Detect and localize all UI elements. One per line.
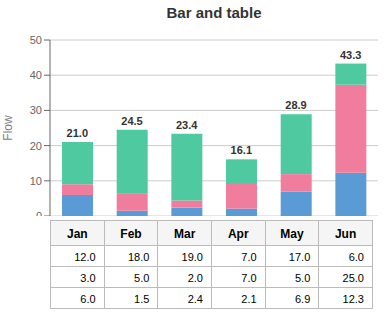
svg-text:10: 10 [30, 175, 42, 187]
html-text:7.0: 7.0 [241, 272, 257, 284]
html-text:7.0: 7.0 [241, 251, 257, 263]
html-text:19.0: 19.0 [181, 251, 203, 263]
svg-text:23.4: 23.4 [176, 119, 198, 131]
html-text:Bar and table: Bar and table [166, 4, 262, 21]
html-text:Feb: Feb [120, 227, 142, 241]
html-text:2.1: 2.1 [241, 293, 257, 305]
svg-text:30: 30 [30, 104, 42, 116]
svg-text:40: 40 [30, 69, 42, 81]
html-text:25.0: 25.0 [342, 272, 364, 284]
svg-text:24.5: 24.5 [121, 115, 142, 127]
html-text:18.0: 18.0 [127, 251, 150, 263]
svg-text:21.0: 21.0 [67, 127, 88, 139]
svg-text:50: 50 [30, 34, 42, 46]
html-text:6.9: 6.9 [295, 293, 311, 305]
svg-text:28.9: 28.9 [285, 99, 306, 111]
html-text:3.0: 3.0 [80, 272, 96, 284]
html-text:Jun: Jun [334, 227, 357, 241]
html-text:12.3: 12.3 [342, 293, 364, 305]
html-text:6.0: 6.0 [348, 251, 364, 263]
html-text:17.0: 17.0 [288, 251, 311, 263]
html-text:2.0: 2.0 [187, 272, 203, 284]
svg-text:0: 0 [36, 210, 42, 216]
html-text:5.0: 5.0 [134, 272, 150, 284]
html-text:Apr: Apr [228, 227, 249, 241]
html-text:1.5: 1.5 [134, 293, 150, 305]
svg-text:Flow: Flow [8, 115, 15, 141]
html-text:Jan: Jan [67, 227, 88, 241]
html-text:12.0: 12.0 [74, 251, 96, 263]
html-text:5.0: 5.0 [295, 272, 311, 284]
html-text:2.4: 2.4 [187, 293, 203, 305]
html-text:Mar: Mar [174, 227, 196, 241]
svg-text:20: 20 [30, 140, 42, 152]
html-text:6.0: 6.0 [80, 293, 96, 305]
svg-text:16.1: 16.1 [231, 144, 252, 156]
html-text:May: May [280, 227, 304, 241]
svg-text:43.3: 43.3 [340, 49, 361, 61]
